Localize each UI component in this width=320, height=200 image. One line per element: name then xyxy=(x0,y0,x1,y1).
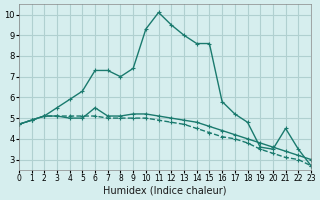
X-axis label: Humidex (Indice chaleur): Humidex (Indice chaleur) xyxy=(103,186,227,196)
